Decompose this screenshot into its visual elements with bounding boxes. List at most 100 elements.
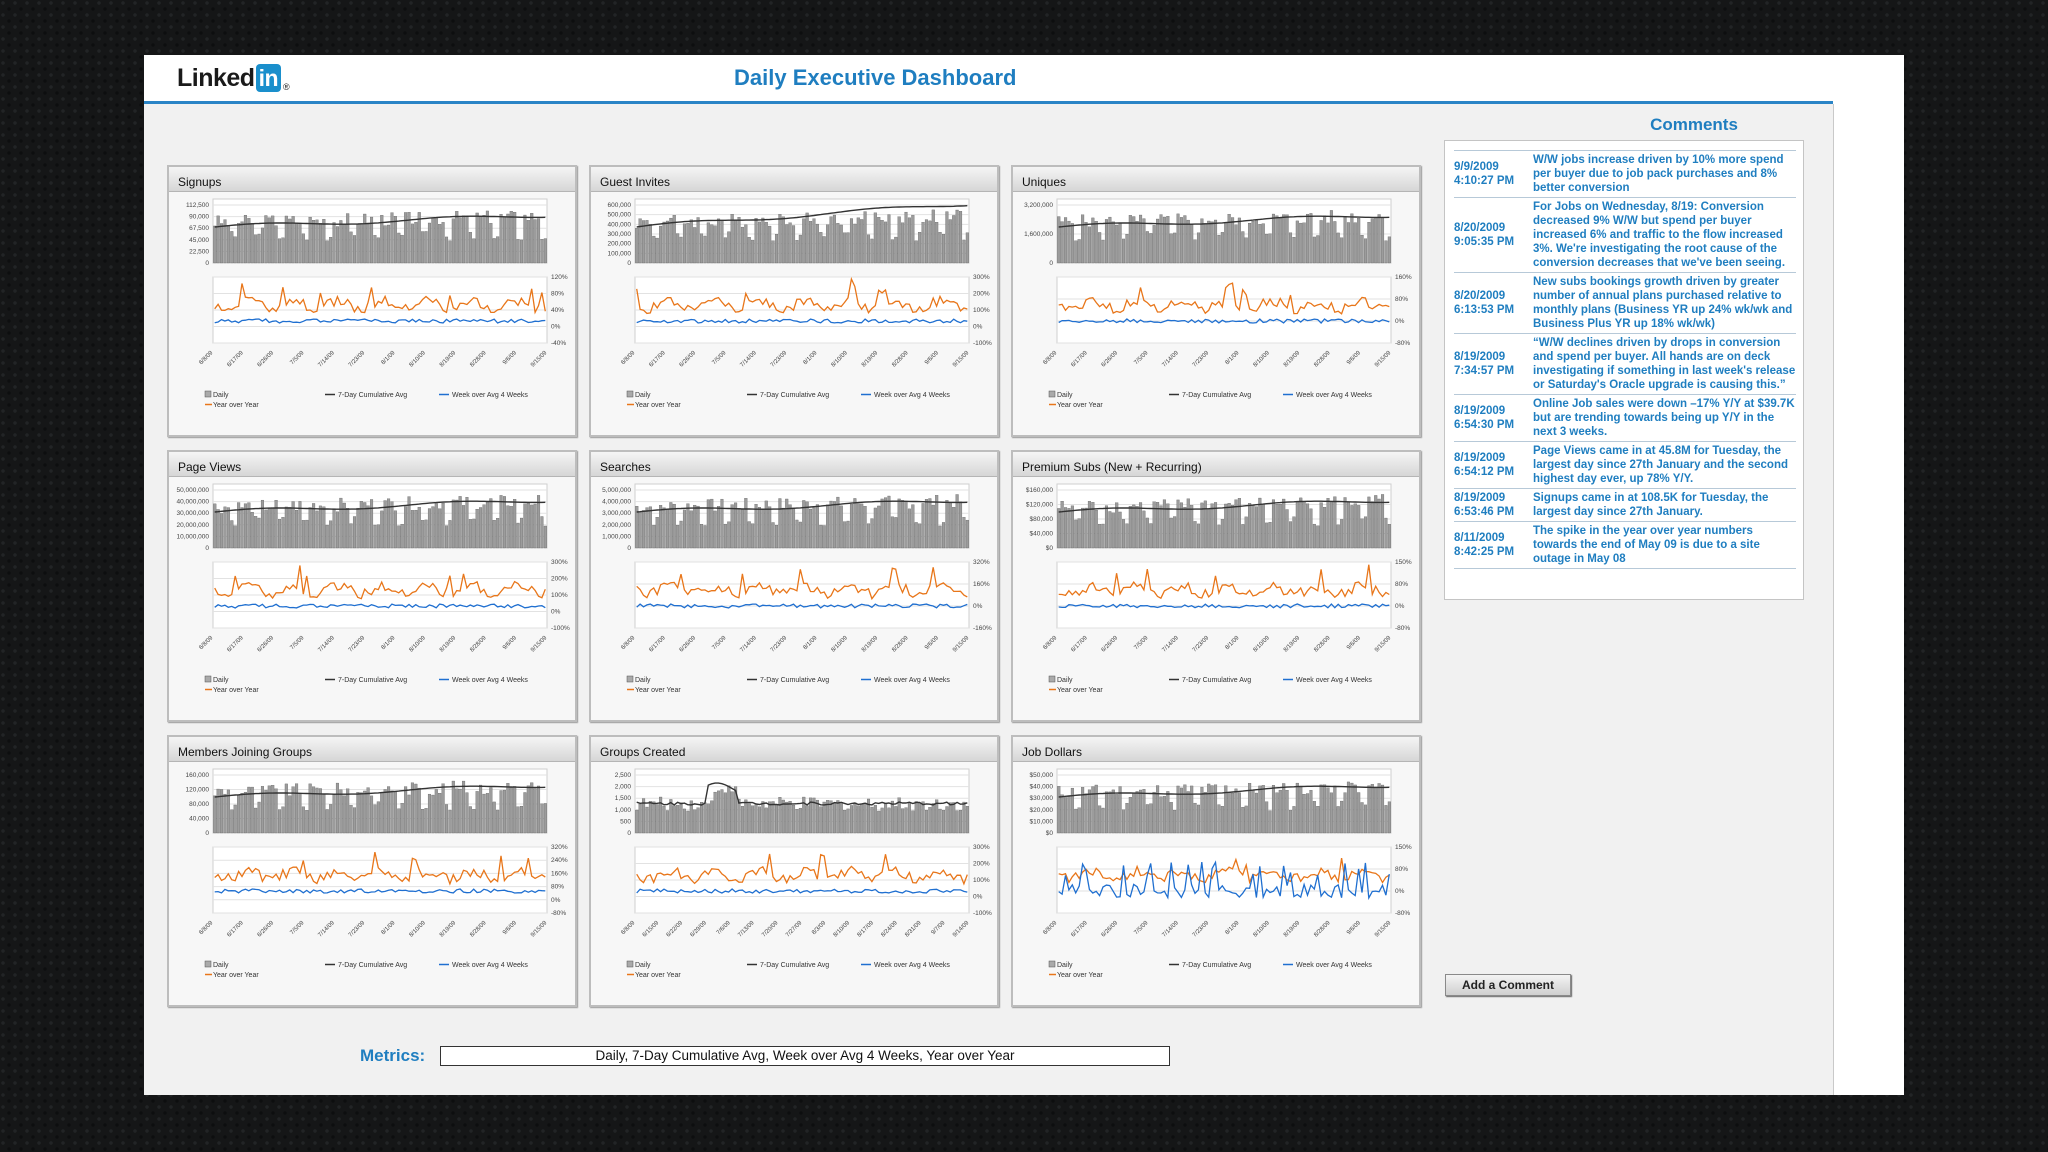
- daily-bar: [1299, 222, 1303, 264]
- daily-bar: [867, 234, 871, 264]
- daily-bar: [1081, 507, 1085, 549]
- daily-bar: [485, 210, 489, 264]
- chart-svg: 160,000 120,000 80,000 40,000 0 320% 240% 160% 8…: [186, 768, 568, 979]
- metrics-select[interactable]: Daily, 7-Day Cumulative Avg, Week over A…: [440, 1046, 1170, 1066]
- x-tick-label: 9/6/09: [1346, 350, 1363, 367]
- daily-bar: [1316, 235, 1320, 264]
- y2-tick-label: 0%: [551, 609, 561, 616]
- y-tick-label: 0: [205, 545, 209, 552]
- daily-bar: [682, 509, 686, 549]
- linkedin-logo[interactable]: Linked in ®: [177, 64, 290, 94]
- legend-cumulative: 7-Day Cumulative Avg: [760, 392, 829, 399]
- daily-bar: [890, 239, 894, 264]
- daily-bar: [778, 498, 782, 549]
- daily-bar: [771, 240, 775, 264]
- daily-bar: [1125, 523, 1129, 549]
- comment-timestamp: 8/20/2009 9:05:35 PM: [1454, 200, 1533, 270]
- x-tick-label: 7/23/09: [1192, 920, 1211, 939]
- daily-bar: [468, 232, 472, 264]
- daily-bar: [802, 218, 806, 264]
- daily-bar: [451, 499, 455, 549]
- chart-legend: Daily 7-Day Cumulative Avg Week over Avg 4…: [626, 390, 950, 409]
- daily-bar: [468, 519, 472, 549]
- daily-bar: [679, 236, 683, 264]
- legend-yoy: Year over Year: [1057, 687, 1103, 694]
- daily-bar: [1159, 214, 1163, 264]
- daily-bar: [1329, 501, 1333, 549]
- chart-panel-header: Members Joining Groups: [169, 737, 575, 762]
- x-tick-label: 6/26/09: [257, 635, 276, 654]
- y2-tick-label: 0%: [1395, 318, 1405, 325]
- daily-bar: [877, 810, 881, 834]
- cumulative-avg-line: [1058, 215, 1390, 228]
- daily-bar: [880, 220, 884, 264]
- daily-bar: [826, 224, 830, 264]
- daily-bar: [863, 506, 867, 549]
- daily-bar: [462, 505, 466, 549]
- x-tick-label: 6/26/09: [257, 350, 276, 369]
- daily-bar: [274, 500, 278, 549]
- daily-bar: [267, 785, 271, 834]
- x-tick-label: 9/6/09: [502, 920, 519, 937]
- daily-bar: [387, 786, 391, 834]
- daily-bar: [717, 506, 721, 549]
- daily-bar: [223, 793, 227, 834]
- daily-bar: [339, 220, 343, 264]
- daily-bar: [370, 216, 374, 264]
- daily-bar: [1060, 794, 1064, 834]
- daily-bar: [924, 219, 928, 264]
- y2-tick-label: 200%: [973, 291, 990, 298]
- daily-bar: [417, 787, 421, 834]
- daily-bar: [329, 804, 333, 834]
- legend-cumulative: 7-Day Cumulative Avg: [760, 962, 829, 969]
- daily-bar: [502, 496, 506, 549]
- daily-bar: [1162, 216, 1166, 264]
- daily-bar: [877, 505, 881, 549]
- week-over-avg-line: [214, 318, 546, 324]
- daily-bar: [887, 214, 891, 264]
- daily-bar: [1122, 519, 1126, 549]
- cumulative-avg-line: [1058, 500, 1390, 513]
- daily-bar: [1142, 510, 1146, 549]
- chart-svg: 50,000,000 40,000,000 30,000,000 20,000,000…: [176, 483, 570, 694]
- daily-bar: [489, 498, 493, 549]
- x-tick-label: 7/14/09: [739, 635, 758, 654]
- daily-bar: [754, 804, 758, 834]
- daily-bar: [233, 804, 237, 834]
- y2-tick-label: -100%: [973, 340, 992, 347]
- y-tick-label: $40,000: [1030, 784, 1054, 791]
- x-tick-label: 7/5/09: [1133, 635, 1150, 652]
- daily-bar: [1340, 519, 1344, 549]
- comment-date: 8/20/2009: [1454, 290, 1506, 302]
- daily-bar: [931, 504, 935, 549]
- x-tick-label: 6/8/09: [198, 350, 215, 367]
- daily-bars: [213, 780, 547, 834]
- legend-daily: Daily: [1057, 392, 1073, 399]
- year-over-year-line: [214, 565, 546, 600]
- add-comment-button[interactable]: Add a Comment: [1445, 974, 1571, 996]
- daily-bar: [703, 802, 707, 834]
- daily-bar: [1374, 495, 1378, 549]
- legend-yoy: Year over Year: [213, 687, 259, 694]
- daily-bar: [424, 808, 428, 834]
- daily-bar: [370, 795, 374, 834]
- x-tick-label: 8/10/09: [1253, 350, 1272, 369]
- daily-bar: [352, 516, 357, 549]
- daily-bar: [774, 233, 779, 264]
- daily-bar: [1353, 784, 1357, 834]
- daily-bar: [1241, 231, 1245, 264]
- comment-timestamp: 8/19/2009 6:54:30 PM: [1454, 397, 1533, 439]
- legend-swatch-daily: [626, 390, 634, 398]
- x-tick-label: 9/7/09: [931, 920, 948, 937]
- daily-bar: [890, 800, 894, 834]
- week-over-avg-line: [214, 603, 546, 609]
- y2-tick-label: -80%: [1395, 340, 1410, 347]
- daily-bar: [901, 500, 905, 549]
- y-tick-label: $0: [1046, 545, 1054, 552]
- daily-bar: [264, 215, 268, 264]
- daily-bar: [359, 501, 363, 549]
- chart-panel: Premium Subs (New + Recurring) $160,000 $1…: [1011, 450, 1421, 722]
- daily-bar: [1295, 501, 1299, 549]
- comment-row: 8/20/2009 6:13:53 PM New subs bookings gro…: [1454, 272, 1796, 333]
- daily-bar: [1261, 223, 1265, 264]
